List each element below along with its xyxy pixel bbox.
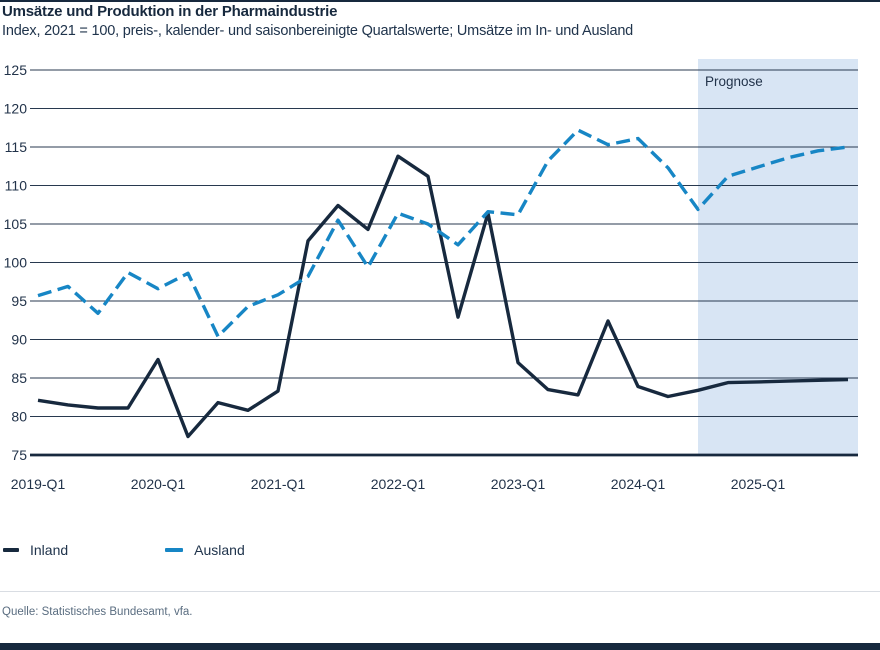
y-tick-label: 80 [11,409,27,425]
top-border-rule [0,0,880,2]
chart-title: Umsätze und Produktion in der Pharmaindu… [2,3,338,20]
y-tick-label: 85 [11,370,27,386]
y-tick-label: 90 [11,332,27,348]
bottom-accent-bar [0,643,880,650]
series-line-ausland [37,128,849,339]
y-tick-label: 105 [4,216,28,232]
y-tick-label: 120 [4,101,28,117]
inland-legend-swatch [3,548,19,552]
y-tick-label: 110 [5,178,28,194]
y-tick-label: 75 [11,447,27,463]
ausland-legend-swatch [165,548,184,552]
source-note: Quelle: Statistisches Bundesamt, vfa. [2,606,193,618]
x-tick-label: 2020-Q1 [131,476,186,492]
x-tick-label: 2021-Q1 [251,476,306,492]
y-tick-label: 100 [4,255,28,271]
x-tick-label: 2023-Q1 [491,476,546,492]
x-tick-label: 2025-Q1 [731,476,786,492]
inland-legend-label: Inland [30,542,69,558]
y-tick-label: 125 [4,62,28,78]
x-tick-label: 2019-Q1 [11,476,66,492]
y-tick-label: 95 [11,293,27,309]
x-tick-label: 2022-Q1 [371,476,426,492]
chart-legend: Inland Ausland [3,540,245,560]
forecast-label: Prognose [705,74,763,89]
x-tick-label: 2024-Q1 [611,476,666,492]
forecast-band [698,59,858,455]
series-line-inland [37,154,849,439]
y-tick-label: 115 [5,139,28,155]
footer-divider-rule [0,591,880,592]
chart-subtitle: Index, 2021 = 100, preis-, kalender- und… [2,23,634,39]
ausland-legend-label: Ausland [194,542,245,558]
